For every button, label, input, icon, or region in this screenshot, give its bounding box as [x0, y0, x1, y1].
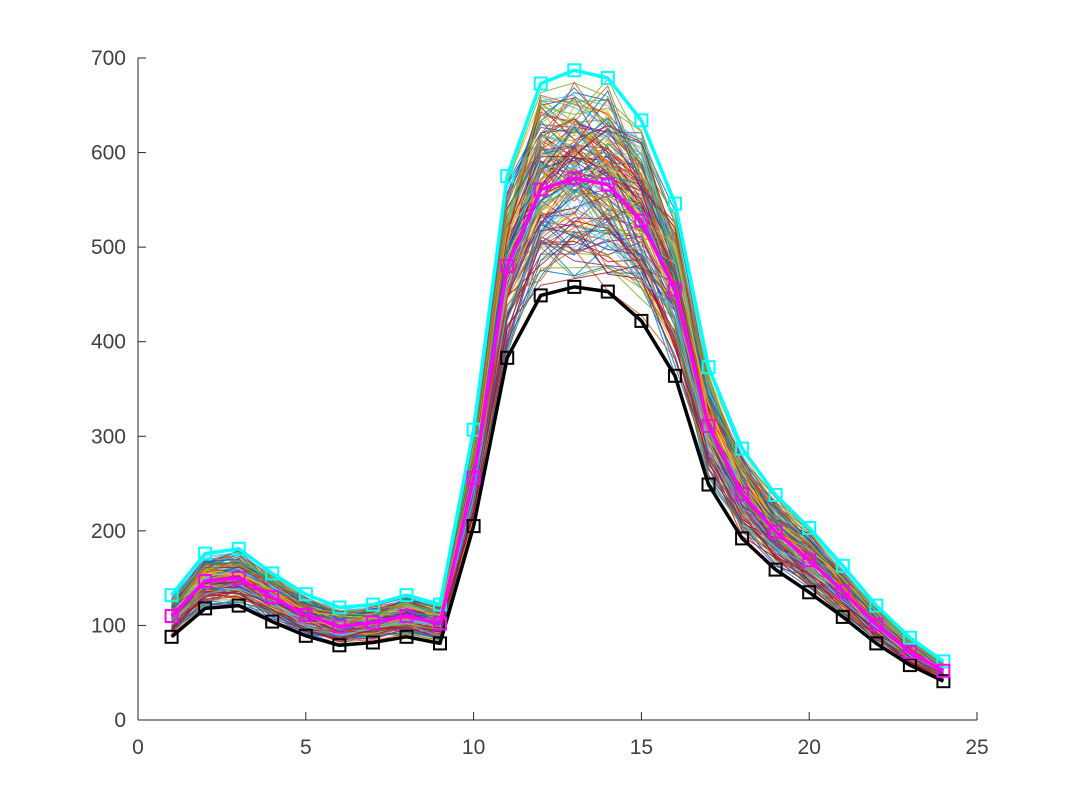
y-tick-label: 200 [91, 520, 126, 543]
axes: 0 5 10 15 20 25 0 100 200 300 400 500 600 700 [91, 47, 989, 759]
series-marker [768, 562, 783, 577]
series-marker [533, 76, 548, 91]
series-marker [466, 470, 481, 485]
series-marker [835, 609, 850, 624]
series-marker [298, 628, 313, 643]
series-marker [802, 585, 817, 600]
series-marker [399, 609, 414, 623]
series-marker [802, 553, 817, 568]
y-tick-label: 700 [91, 47, 126, 70]
y-tick-label: 500 [91, 236, 126, 259]
series-marker [533, 288, 548, 303]
series-marker [332, 600, 347, 615]
series-marker [298, 608, 313, 622]
series-marker [735, 487, 750, 501]
x-tick-label: 0 [132, 736, 144, 759]
series-marker [198, 601, 213, 616]
series-marker [365, 615, 380, 630]
series-marker [835, 558, 850, 573]
x-tick-label: 10 [462, 736, 485, 759]
ensemble-trace [171, 97, 944, 664]
ensemble-trace [171, 98, 944, 666]
series-marker [802, 521, 817, 535]
series-marker [164, 629, 179, 644]
y-tick-label: 0 [114, 709, 126, 732]
y-tick-label: 300 [91, 425, 126, 448]
series-marker [164, 588, 179, 603]
series-marker [198, 546, 213, 561]
series-marker [265, 590, 280, 605]
x-tick-label: 15 [630, 736, 653, 759]
series-marker [835, 584, 850, 599]
plot-area [164, 63, 951, 689]
ensemble-trace [171, 204, 944, 675]
series-marker [332, 619, 347, 634]
series-marker [668, 196, 682, 211]
series-marker [936, 654, 951, 669]
series-marker [500, 259, 515, 274]
series-marker [298, 587, 313, 602]
series-1 [164, 171, 951, 678]
series-marker [869, 598, 884, 613]
series-marker [265, 614, 280, 629]
series-marker [936, 674, 951, 689]
series-0 [164, 63, 951, 669]
series-marker [567, 63, 582, 78]
series-marker [500, 350, 515, 365]
series-marker [869, 636, 884, 651]
series-marker [634, 113, 649, 128]
x-tick-label: 5 [300, 736, 312, 759]
series-marker [466, 519, 481, 534]
series-marker [567, 279, 582, 294]
series-marker [735, 531, 750, 546]
series-marker [869, 617, 884, 632]
series-marker [768, 487, 783, 502]
series-marker [231, 541, 246, 556]
series-marker [600, 70, 615, 85]
x-tick-label: 25 [965, 736, 988, 759]
series-marker [600, 177, 615, 192]
series-marker [701, 418, 716, 433]
series-marker [365, 597, 380, 612]
series-marker [265, 566, 280, 581]
series-marker [399, 588, 414, 603]
series-marker [567, 171, 582, 186]
series-marker [164, 609, 179, 623]
series-marker [600, 284, 615, 299]
ensemble-traces [171, 78, 944, 681]
series-marker [231, 598, 246, 613]
series-marker [701, 477, 716, 492]
series-marker [399, 629, 414, 644]
series-marker [634, 313, 649, 328]
series-2 [164, 279, 951, 689]
series-marker [231, 571, 246, 586]
ensemble-trace [171, 181, 944, 673]
y-tick-label: 600 [91, 142, 126, 165]
series-marker [768, 524, 783, 539]
series-marker [902, 644, 917, 659]
series-marker [365, 635, 380, 650]
series-marker [433, 616, 447, 631]
series-marker [668, 368, 682, 383]
series-marker [634, 213, 649, 228]
series-marker [902, 630, 917, 645]
series-marker [332, 638, 347, 653]
series-marker [433, 636, 447, 651]
x-tick-label: 20 [798, 736, 821, 759]
series-marker [198, 574, 213, 588]
series-marker [735, 441, 750, 456]
ensemble-trace [171, 220, 944, 676]
series-marker [668, 282, 682, 297]
ensemble-trace [171, 223, 944, 677]
series-marker [500, 169, 515, 184]
y-tick-label: 400 [91, 331, 126, 354]
series-marker [902, 658, 917, 673]
series-marker [936, 663, 951, 678]
series-marker [701, 360, 716, 375]
series-marker [533, 182, 548, 197]
y-tick-label: 100 [91, 614, 126, 637]
